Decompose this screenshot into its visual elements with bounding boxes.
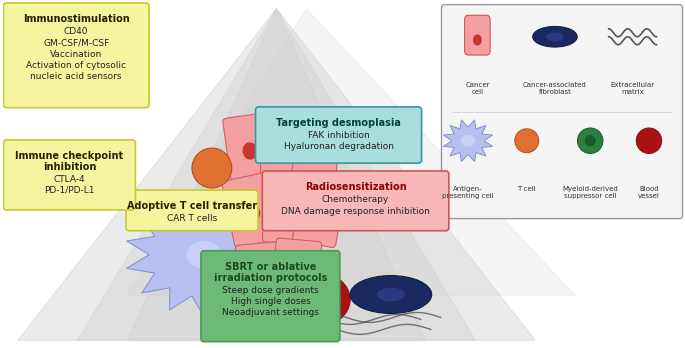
Ellipse shape [282, 272, 350, 327]
FancyBboxPatch shape [256, 107, 421, 163]
Text: Radiosensitization: Radiosensitization [305, 182, 406, 192]
FancyBboxPatch shape [442, 5, 682, 219]
Text: Extracellular
matrix: Extracellular matrix [610, 82, 655, 95]
Ellipse shape [461, 135, 475, 147]
Text: CAR T cells: CAR T cells [167, 214, 217, 223]
Text: Chemotherapy
DNA damage response inhibition: Chemotherapy DNA damage response inhibit… [281, 196, 430, 215]
FancyBboxPatch shape [292, 113, 343, 183]
Polygon shape [127, 9, 575, 295]
Ellipse shape [242, 142, 258, 160]
Text: T cell: T cell [517, 187, 536, 192]
Ellipse shape [577, 128, 603, 153]
Ellipse shape [515, 129, 538, 153]
Ellipse shape [288, 266, 303, 283]
FancyBboxPatch shape [3, 140, 136, 210]
FancyBboxPatch shape [464, 15, 490, 55]
Polygon shape [77, 9, 475, 340]
Ellipse shape [192, 148, 232, 188]
Ellipse shape [584, 135, 596, 146]
Text: SBRT or ablative
irradiation protocols: SBRT or ablative irradiation protocols [214, 262, 327, 283]
Ellipse shape [310, 142, 324, 160]
Text: Immunostimulation: Immunostimulation [23, 14, 129, 24]
Ellipse shape [350, 276, 432, 314]
Ellipse shape [546, 32, 564, 41]
Text: Targeting desmoplasia: Targeting desmoplasia [276, 118, 401, 128]
Text: FAK inhibition
Hyaluronan degradation: FAK inhibition Hyaluronan degradation [284, 131, 394, 151]
FancyBboxPatch shape [222, 173, 282, 247]
FancyBboxPatch shape [271, 238, 322, 305]
Ellipse shape [276, 136, 291, 154]
Ellipse shape [533, 26, 577, 47]
Ellipse shape [186, 241, 221, 269]
Polygon shape [18, 9, 535, 340]
Text: Cancer
cell: Cancer cell [465, 82, 490, 95]
FancyBboxPatch shape [3, 3, 149, 108]
Ellipse shape [377, 287, 405, 301]
Text: Cancer-associated
fibroblast: Cancer-associated fibroblast [523, 82, 587, 95]
FancyBboxPatch shape [223, 113, 276, 183]
Ellipse shape [291, 280, 341, 318]
FancyBboxPatch shape [292, 176, 346, 247]
FancyBboxPatch shape [262, 171, 449, 231]
Text: Steep dose gradients
High single doses
Neoadjuvant settings: Steep dose gradients High single doses N… [222, 286, 319, 317]
Text: CD40
GM-CSF/M-CSF
Vaccination
Activation of cytosolic
nucleic acid sensors: CD40 GM-CSF/M-CSF Vaccination Activation… [26, 27, 126, 81]
Ellipse shape [254, 269, 270, 286]
Text: Blood
vessel: Blood vessel [638, 187, 660, 199]
Text: Antigen-
presenting cell: Antigen- presenting cell [442, 187, 494, 199]
Ellipse shape [473, 34, 482, 46]
Polygon shape [127, 193, 282, 316]
Text: Adoptive T cell transfer: Adoptive T cell transfer [127, 201, 257, 211]
Polygon shape [443, 120, 493, 162]
Ellipse shape [246, 280, 268, 299]
FancyBboxPatch shape [236, 242, 288, 308]
Ellipse shape [636, 128, 662, 153]
Ellipse shape [231, 269, 282, 310]
FancyBboxPatch shape [262, 172, 310, 243]
Ellipse shape [279, 202, 294, 220]
FancyBboxPatch shape [201, 251, 340, 342]
Text: Myeloid-derived
suppressor cell: Myeloid-derived suppressor cell [562, 187, 618, 199]
Ellipse shape [312, 206, 326, 223]
Text: CTLA-4
PD-1/PD-L1: CTLA-4 PD-1/PD-L1 [44, 175, 95, 195]
FancyBboxPatch shape [126, 190, 258, 231]
Polygon shape [127, 9, 425, 340]
Text: Immune checkpoint
inhibition: Immune checkpoint inhibition [15, 151, 123, 172]
FancyBboxPatch shape [260, 108, 306, 176]
Ellipse shape [245, 204, 260, 222]
